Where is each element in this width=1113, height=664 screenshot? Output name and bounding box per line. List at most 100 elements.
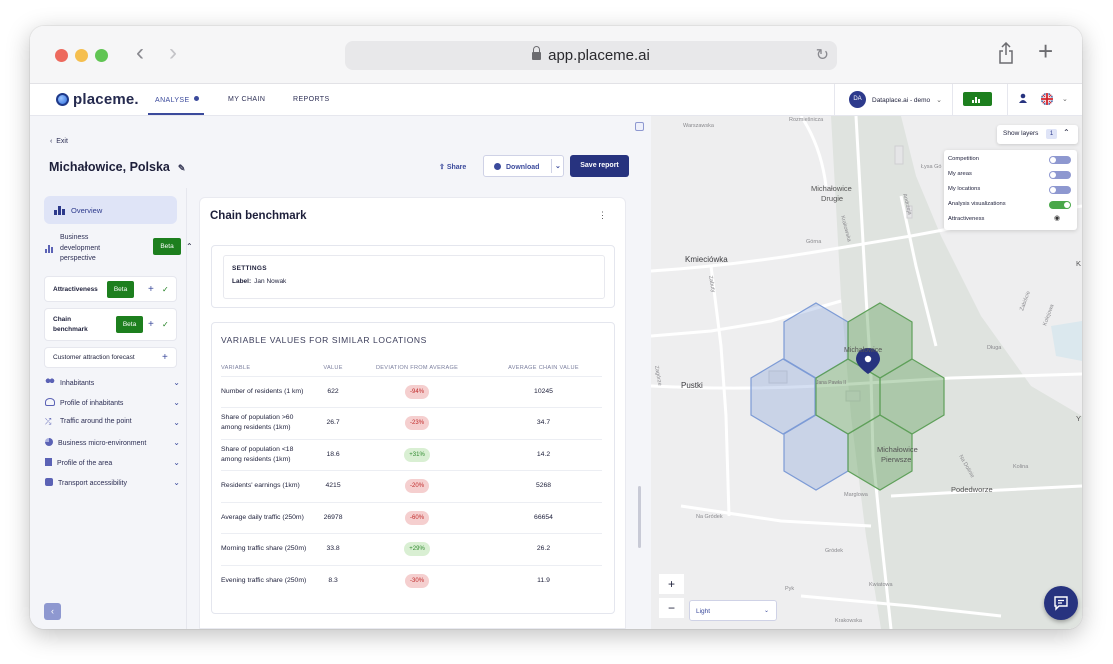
- toggle-knob: [1050, 172, 1056, 178]
- sidebar-item-overview[interactable]: Overview: [44, 196, 177, 224]
- share-button[interactable]: ⇧ Share: [439, 163, 466, 171]
- card-customer-attraction[interactable]: Customer attraction forecast +: [44, 347, 177, 368]
- sidebar-item-profile-area[interactable]: Profile of the area ⌄: [45, 458, 180, 467]
- account-switcher[interactable]: Dataplace.ai - demo ⌄: [872, 96, 942, 104]
- add-plus-icon[interactable]: +: [148, 284, 154, 295]
- section-title: Chain benchmark: [210, 210, 307, 222]
- deviation-cell: +31%: [349, 438, 485, 471]
- more-options-icon[interactable]: ⋮: [598, 210, 607, 220]
- bar: [48, 245, 50, 253]
- avg-cell: 14.2: [485, 438, 602, 471]
- menu-my-chain[interactable]: MY CHAIN: [228, 96, 266, 103]
- road: [800, 594, 1002, 618]
- card-chain-benchmark[interactable]: Chain benchmark Beta + ✓: [44, 308, 177, 341]
- bdp-label: Business development perspective: [60, 234, 101, 262]
- address-bar[interactable]: app.placeme.ai ↻: [345, 41, 837, 70]
- place-label: Górna: [806, 239, 822, 245]
- uk-flag-icon[interactable]: [1041, 93, 1053, 105]
- road: [890, 484, 1082, 498]
- sidebar-section-business-development[interactable]: Business development perspective Beta ⌃: [45, 233, 193, 269]
- chevron-down-icon: ⌄: [173, 438, 180, 447]
- card-attractiveness-label: Attractiveness: [53, 286, 98, 293]
- zoom-in-button[interactable]: +: [659, 574, 684, 594]
- close-window-button[interactable]: [55, 49, 68, 62]
- active-tab-indicator: [148, 113, 204, 115]
- share-icon[interactable]: [998, 42, 1014, 64]
- scrollbar[interactable]: [638, 486, 641, 548]
- map-style-select[interactable]: Light ⌄: [689, 600, 777, 621]
- menu-analyse-label: ANALYSE: [155, 97, 190, 104]
- place-label: Długa: [987, 345, 1002, 351]
- value-cell: 8.3: [317, 564, 350, 597]
- reload-icon[interactable]: ↻: [815, 47, 829, 64]
- beta-badge: Beta: [116, 316, 143, 333]
- user-icon[interactable]: [1018, 93, 1028, 103]
- chat-button[interactable]: [1044, 586, 1078, 620]
- chevron-up-icon[interactable]: ⌃: [186, 242, 193, 251]
- checkmark-icon: ✓: [162, 320, 169, 329]
- sidebar-item-inhabitants[interactable]: Inhabitants ⌄: [45, 378, 180, 387]
- table-row: Share of population >60 among residents …: [221, 407, 602, 439]
- sidebar-item-business-environment[interactable]: Business micro-environment ⌄: [45, 438, 180, 447]
- chevron-down-icon: ⌄: [936, 97, 943, 104]
- placeme-logo[interactable]: placeme.: [56, 91, 139, 108]
- card-chain-benchmark-label: Chain benchmark: [53, 316, 88, 333]
- eye-icon[interactable]: ◉: [1054, 215, 1061, 222]
- add-plus-icon[interactable]: +: [162, 352, 168, 363]
- place-label: Y: [1076, 414, 1081, 423]
- toggle-my-areas[interactable]: [1049, 171, 1071, 179]
- category-label: Profile of inhabitants: [60, 400, 124, 407]
- forward-arrow-icon[interactable]: ›: [169, 39, 177, 66]
- map-view[interactable]: Warszawska Rozmiešnicza Łysa Gó Michałow…: [651, 116, 1082, 629]
- download-options-chevron-icon[interactable]: ⌄: [555, 163, 561, 170]
- add-plus-icon[interactable]: +: [148, 319, 154, 330]
- toggle-analysis-visualizations[interactable]: [1049, 201, 1071, 209]
- variable-cell: Number of residents (1 km): [221, 375, 317, 408]
- place-label: Michałowice: [877, 445, 918, 454]
- layer-count-badge: 1: [1046, 129, 1057, 139]
- sidebar-item-transport[interactable]: Transport accessibility ⌄: [45, 478, 180, 487]
- green-area: [831, 116, 1082, 629]
- avatar[interactable]: DA: [849, 91, 866, 108]
- analytics-button[interactable]: [963, 92, 992, 106]
- download-button[interactable]: Download ⌄: [483, 155, 564, 177]
- sidebar-item-traffic[interactable]: ⤮ Traffic around the point ⌄: [45, 418, 180, 428]
- table-row: Morning traffic share (250m) 33.8 +29% 26.2: [221, 533, 602, 565]
- exit-link[interactable]: ‹ Exit: [50, 138, 68, 145]
- back-arrow-icon[interactable]: ‹: [136, 39, 144, 66]
- category-label: Transport accessibility: [58, 480, 127, 487]
- beta-badge: Beta: [107, 281, 134, 298]
- language-chevron-icon[interactable]: ⌄: [1062, 96, 1068, 103]
- zoom-out-button[interactable]: −: [659, 598, 684, 618]
- menu-analyse[interactable]: ANALYSE: [155, 96, 199, 104]
- new-tab-icon[interactable]: +: [1038, 36, 1054, 66]
- expand-panel-icon[interactable]: [635, 122, 644, 131]
- save-report-button[interactable]: Save report: [570, 155, 629, 177]
- maximize-window-button[interactable]: [95, 49, 108, 62]
- bar-chart-icon-bar: [978, 99, 980, 103]
- card-attractiveness[interactable]: Attractiveness Beta + ✓: [44, 276, 177, 302]
- hex-cell-green: [847, 414, 913, 491]
- toggle-competition[interactable]: [1049, 156, 1071, 164]
- place-label: Drugie: [821, 194, 843, 203]
- bar: [62, 209, 65, 215]
- location-pin-icon[interactable]: [856, 348, 880, 374]
- menu-reports[interactable]: REPORTS: [293, 96, 330, 103]
- deviation-badge: -20%: [405, 479, 430, 494]
- edit-pencil-icon[interactable]: ✎: [177, 163, 186, 173]
- toggle-my-locations[interactable]: [1049, 186, 1071, 194]
- collapse-sidebar-button[interactable]: ‹: [44, 603, 61, 620]
- variable-cell: Average daily traffic (250m): [221, 501, 317, 534]
- category-label: Traffic around the point: [60, 418, 132, 425]
- sidebar-item-profile-inhabitants[interactable]: Profile of inhabitants ⌄: [45, 398, 180, 407]
- bar-chart-icon: [972, 100, 974, 103]
- value-cell: 622: [317, 375, 350, 408]
- header-divider: [834, 84, 835, 116]
- place-label: Michałowice: [811, 184, 852, 193]
- checkmark-icon: ✓: [162, 285, 169, 294]
- show-layers-label: Show layers: [1003, 130, 1039, 137]
- logo-icon: [56, 93, 69, 106]
- show-layers-button[interactable]: Show layers 1 ⌃: [997, 125, 1078, 144]
- deviation-badge: -60%: [405, 510, 430, 525]
- minimize-window-button[interactable]: [75, 49, 88, 62]
